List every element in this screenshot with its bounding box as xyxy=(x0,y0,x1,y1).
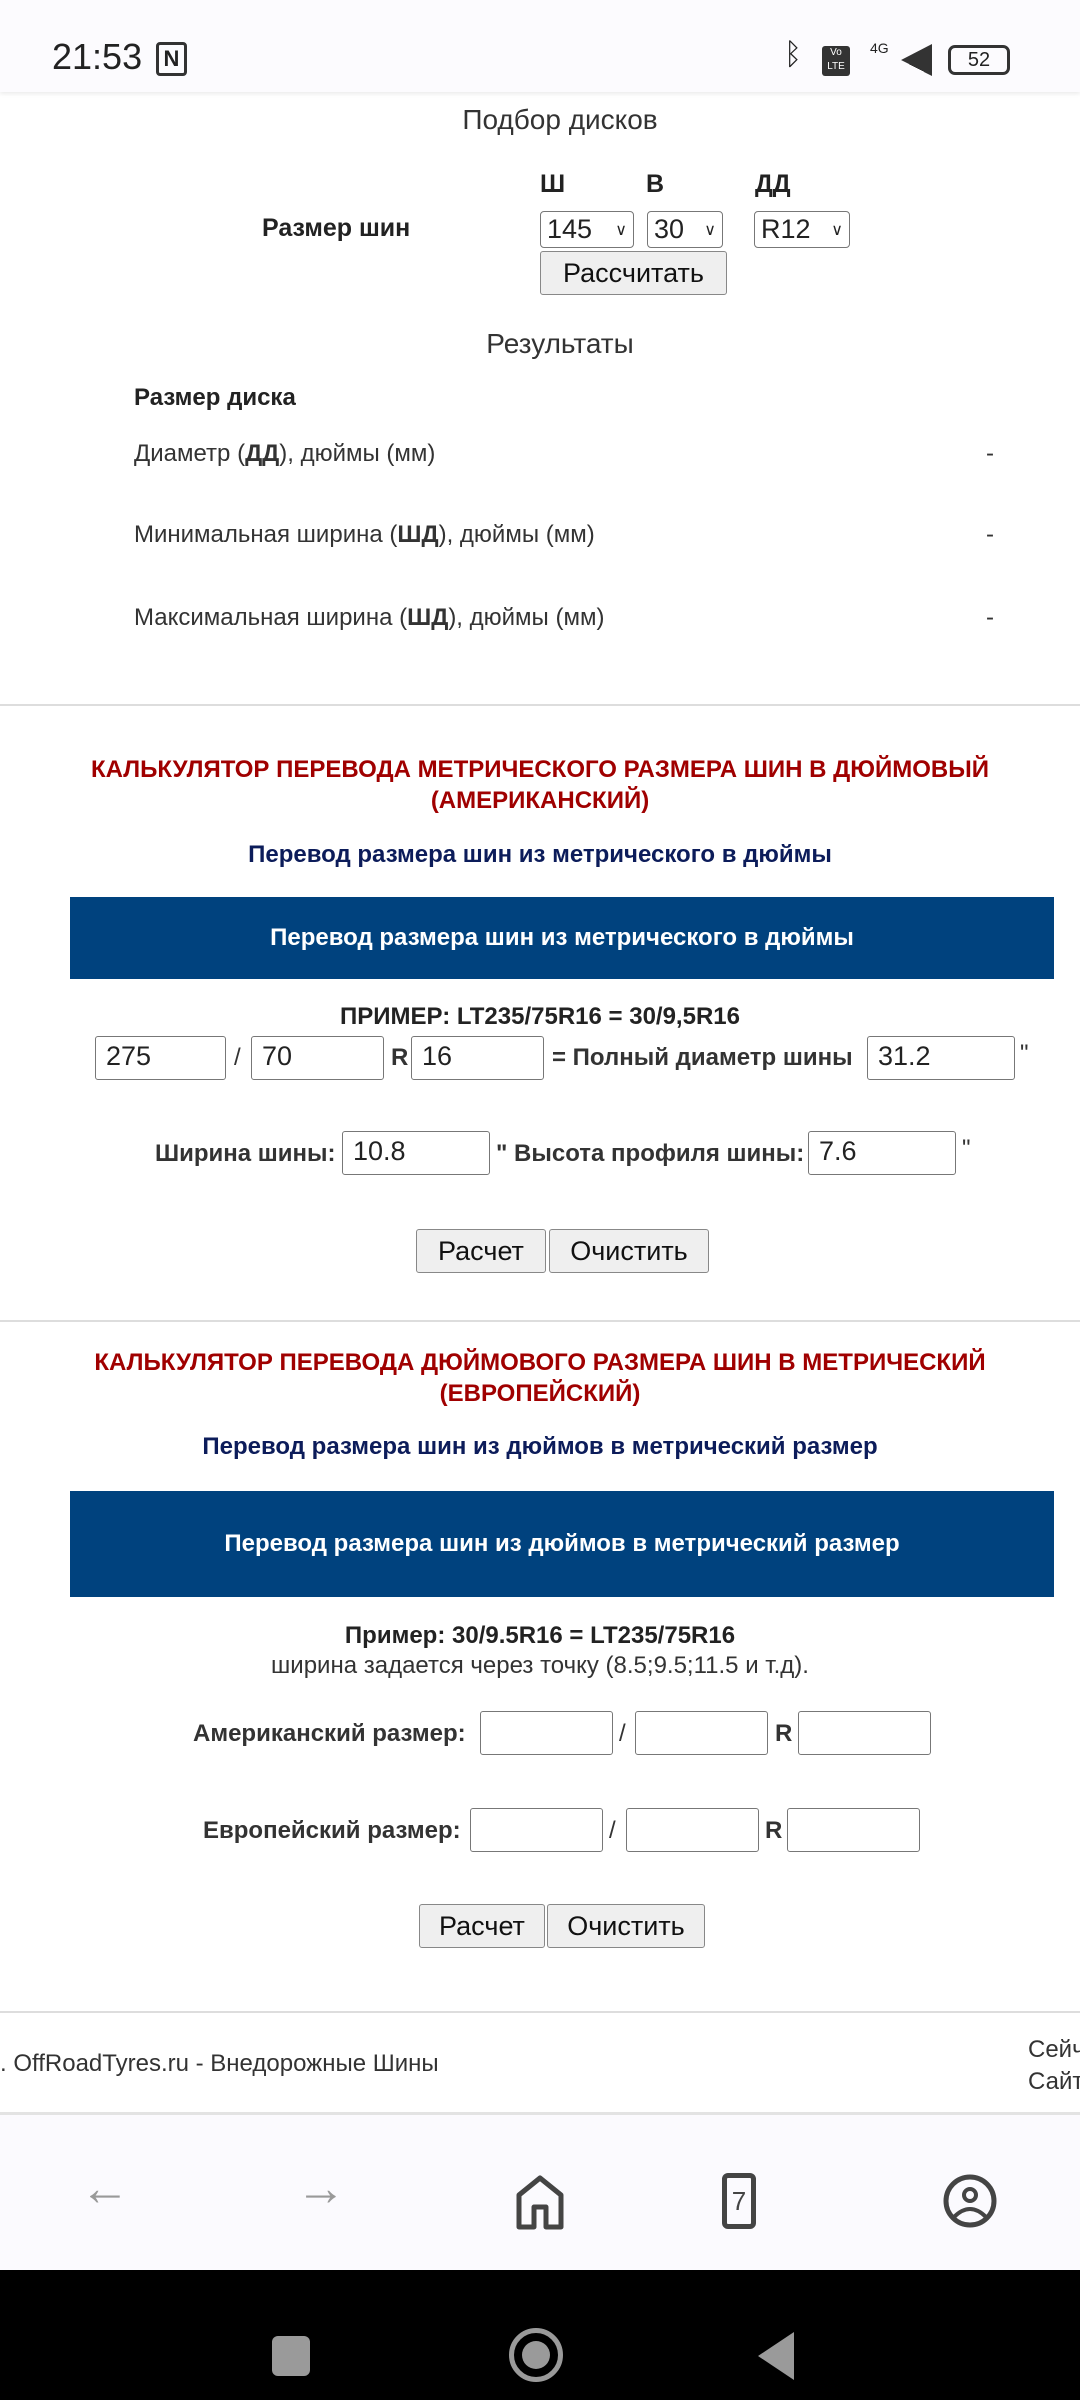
divider xyxy=(0,704,1080,706)
clock: 21:53 xyxy=(52,36,143,77)
diameter-value: R12 xyxy=(761,214,811,244)
title-line: КАЛЬКУЛЯТОР ПЕРЕВОДА ДЮЙМОВОГО РАЗМЕРА Ш… xyxy=(94,1349,986,1376)
result-row: Минимальная ширина (ШД), дюймы (мм) - xyxy=(134,521,994,549)
inch-example: Пример: 30/9.5R16 = LT235/75R16 xyxy=(344,1622,736,1649)
result-label: Диаметр (ДД), дюймы (мм) xyxy=(134,440,436,467)
full-diameter-output[interactable]: 31.2 xyxy=(867,1036,1015,1080)
inch-calc-banner: Перевод размера шин из дюймов в метричес… xyxy=(70,1491,1054,1597)
result-row: Диаметр (ДД), дюймы (мм) - xyxy=(134,440,994,468)
footer-line: Сейч xyxy=(1028,2036,1080,2063)
home-icon[interactable] xyxy=(515,2175,565,2231)
width-value: 145 xyxy=(547,214,593,244)
slash: / xyxy=(234,1044,241,1071)
inch-calc-title: КАЛЬКУЛЯТОР ПЕРЕВОДА ДЮЙМОВОГО РАЗМЕРА Ш… xyxy=(60,1347,1020,1409)
inch-mark: " xyxy=(1020,1040,1029,1067)
tire-width-input[interactable]: 275 xyxy=(95,1036,226,1080)
title-line: КАЛЬКУЛЯТОР ПЕРЕВОДА МЕТРИЧЕСКОГО РАЗМЕР… xyxy=(90,756,989,783)
back-arrow-icon[interactable]: ← xyxy=(80,2160,130,2216)
profile-height-output[interactable]: 7.6 xyxy=(808,1131,956,1175)
divider xyxy=(0,2112,1080,2116)
r-label: R xyxy=(775,1720,793,1747)
aspect-ratio-input[interactable]: 70 xyxy=(251,1036,384,1080)
metric-calc-title: КАЛЬКУЛЯТОР ПЕРЕВОДА МЕТРИЧЕСКОГО РАЗМЕР… xyxy=(60,754,1020,816)
inch-clear-button[interactable]: Очистить xyxy=(547,1904,705,1948)
r-label: R xyxy=(765,1817,783,1844)
divider xyxy=(0,2011,1080,2013)
metric-example: ПРИМЕР: LT235/75R16 = 30/9,5R16 xyxy=(340,1003,740,1030)
metric-calc-banner: Перевод размера шин из метрического в дю… xyxy=(70,897,1054,979)
result-value: - xyxy=(986,521,994,548)
chevron-down-icon: ∨ xyxy=(615,221,627,239)
american-size-label: Американский размер: xyxy=(193,1720,466,1747)
system-nav-bar xyxy=(0,2270,1080,2400)
american-rim-input[interactable] xyxy=(798,1711,931,1755)
home-button-icon[interactable] xyxy=(509,2328,563,2382)
rim-size-heading: Размер диска xyxy=(134,384,296,411)
european-ratio-input[interactable] xyxy=(626,1808,759,1852)
diameter-select[interactable]: R12 ∨ xyxy=(754,211,850,248)
slash: / xyxy=(609,1817,616,1844)
american-diameter-input[interactable] xyxy=(480,1711,613,1755)
inch-calc-subtitle: Перевод размера шин из дюймов в метричес… xyxy=(202,1433,878,1460)
battery-icon: 52 xyxy=(948,45,1010,75)
divider xyxy=(0,1320,1080,1322)
chevron-down-icon: ∨ xyxy=(831,221,843,239)
result-label: Минимальная ширина (ШД), дюймы (мм) xyxy=(134,521,595,548)
width-select[interactable]: 145 ∨ xyxy=(540,211,634,248)
height-value: 30 xyxy=(654,214,685,244)
col-d-label: ДД xyxy=(755,170,791,198)
footer-right-text: Сейч Сайт xyxy=(1028,2034,1080,2098)
r-label: R xyxy=(391,1044,409,1071)
col-h-label: В xyxy=(646,170,665,198)
results-title: Результаты xyxy=(486,328,634,359)
inch-calc-button[interactable]: Расчет xyxy=(419,1904,545,1948)
european-size-label: Европейский размер: xyxy=(203,1817,461,1844)
profile-icon[interactable] xyxy=(942,2173,998,2229)
forward-arrow-icon[interactable]: → xyxy=(296,2160,346,2216)
chevron-down-icon: ∨ xyxy=(704,221,716,239)
volte-icon: Vo LTE xyxy=(822,46,850,76)
european-rim-input[interactable] xyxy=(787,1808,920,1852)
full-diameter-label: = Полный диаметр шины xyxy=(552,1044,853,1071)
result-value: - xyxy=(986,604,994,631)
title-line: (АМЕРИКАНСКИЙ) xyxy=(430,787,650,814)
height-select[interactable]: 30 ∨ xyxy=(647,211,723,248)
network-type: 4G xyxy=(870,40,889,56)
browser-nav-bar: ← → 7 xyxy=(0,2115,1080,2270)
metric-calc-button[interactable]: Расчет xyxy=(416,1229,546,1273)
footer-line: Сайт xyxy=(1028,2068,1080,2095)
inch-mark: " xyxy=(962,1135,971,1162)
slash: / xyxy=(619,1720,626,1747)
back-button-icon[interactable] xyxy=(758,2332,794,2380)
tire-size-label: Размер шин xyxy=(262,214,411,242)
inch-hint: ширина задается через точку (8.5;9.5;11.… xyxy=(271,1652,809,1679)
wheel-picker-title: Подбор дисков xyxy=(462,104,658,135)
tire-width-label: Ширина шины: xyxy=(155,1140,336,1167)
status-bar: 21:53 N ᛒ Vo LTE 4G 52 xyxy=(0,0,1080,92)
american-width-input[interactable] xyxy=(635,1711,768,1755)
col-w-label: Ш xyxy=(540,170,566,198)
european-width-input[interactable] xyxy=(470,1808,603,1852)
result-label: Максимальная ширина (ШД), дюймы (мм) xyxy=(134,604,605,631)
footer-site-link[interactable]: . OffRoadTyres.ru - Внедорожные Шины xyxy=(0,2050,439,2077)
tire-width-output[interactable]: 10.8 xyxy=(342,1131,490,1175)
calculate-button[interactable]: Рассчитать xyxy=(540,251,727,295)
tabs-button[interactable]: 7 xyxy=(722,2173,756,2229)
nfc-icon: N xyxy=(156,42,187,76)
bluetooth-icon: ᛒ xyxy=(784,38,802,71)
recents-icon[interactable] xyxy=(272,2336,310,2376)
result-value: - xyxy=(986,440,994,467)
profile-height-label: " Высота профиля шины: xyxy=(496,1140,805,1167)
metric-clear-button[interactable]: Очистить xyxy=(549,1229,709,1273)
metric-calc-subtitle: Перевод размера шин из метрического в дю… xyxy=(248,841,832,868)
rim-input[interactable]: 16 xyxy=(411,1036,544,1080)
result-row: Максимальная ширина (ШД), дюймы (мм) - xyxy=(134,604,994,632)
title-line: (ЕВРОПЕЙСКИЙ) xyxy=(439,1380,641,1407)
